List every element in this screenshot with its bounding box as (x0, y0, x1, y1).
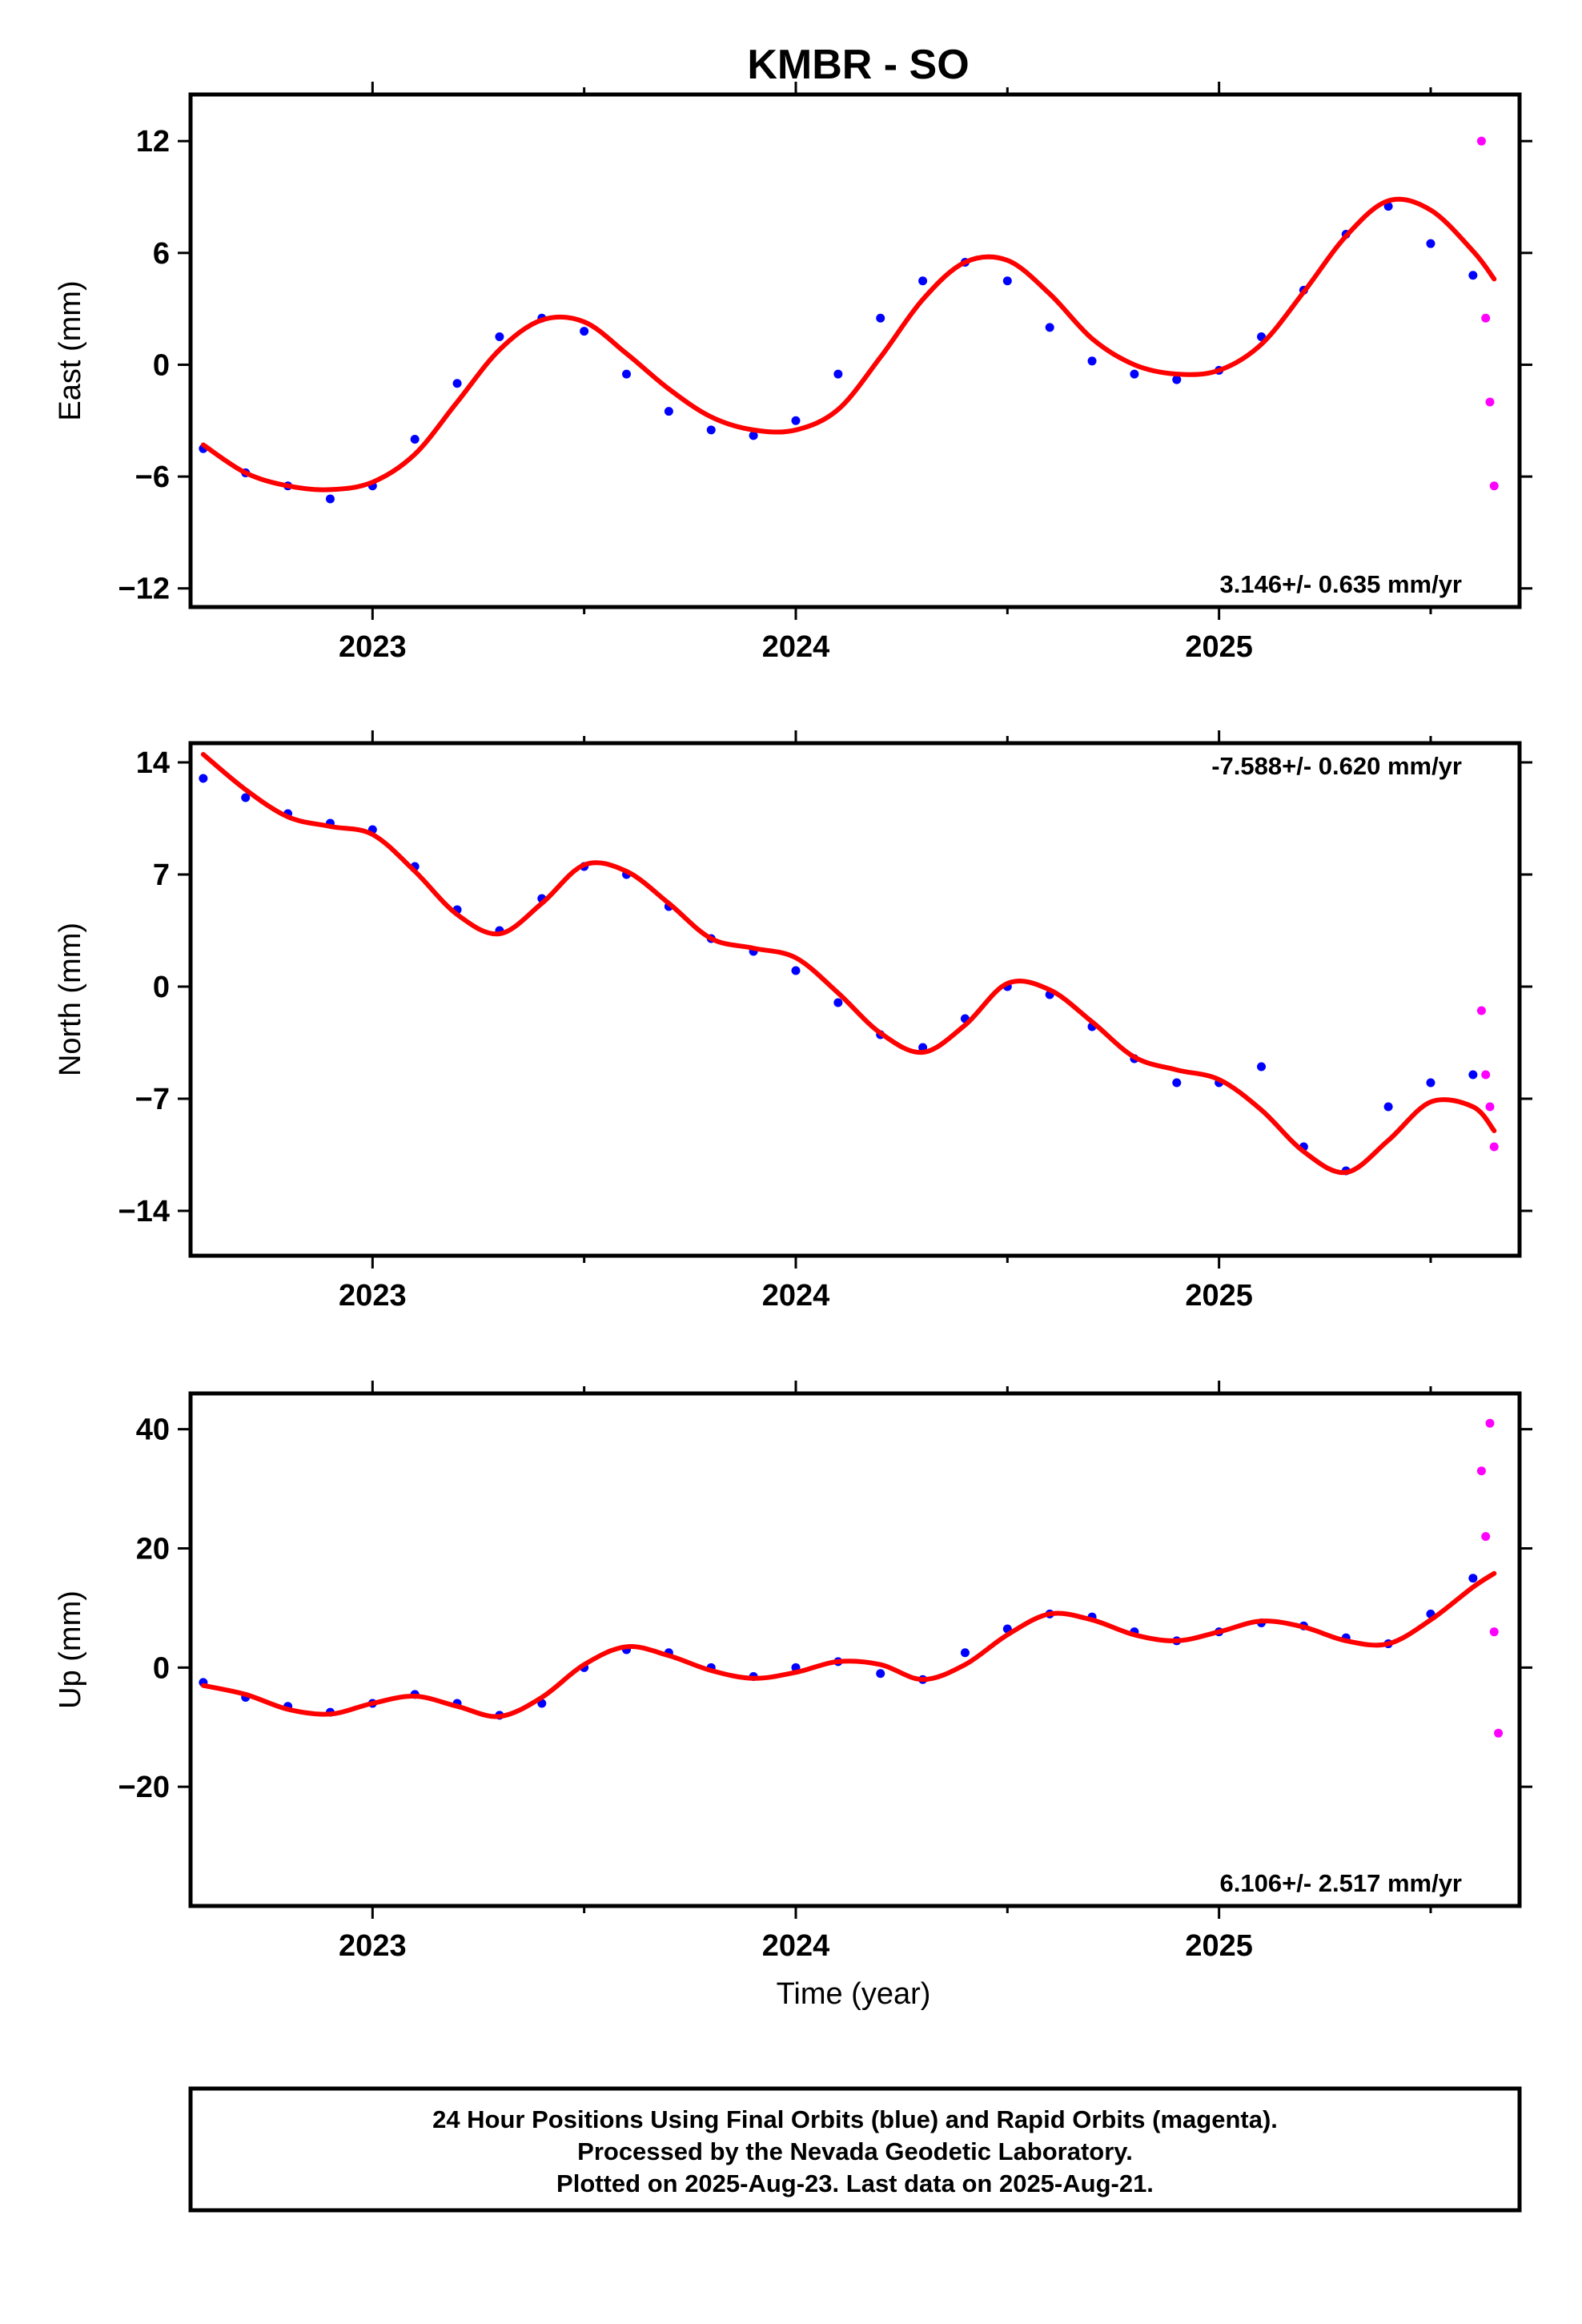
east-xtick-label: 2023 (339, 630, 407, 664)
east-plot-frame (188, 92, 1522, 609)
footer-line-1: 24 Hour Positions Using Final Orbits (bl… (432, 2105, 1278, 2133)
north-final-point (241, 793, 251, 802)
east-final-point (1172, 375, 1182, 384)
north-ylabel: North (mm) (54, 923, 87, 1076)
up-ytick-label: 0 (153, 1651, 170, 1685)
figure-title: KMBR - SO (747, 42, 969, 88)
east-ytick-label: 12 (136, 125, 170, 159)
up-fit-line (200, 1570, 1497, 1719)
east-final-point (1045, 323, 1054, 332)
east-final-point (325, 494, 335, 504)
north-final-point (1426, 1078, 1435, 1088)
north-final-point (1383, 1102, 1393, 1112)
north-rapid-point (1489, 1142, 1499, 1152)
north-plot-frame (188, 741, 1522, 1258)
north-ticks: 2023 2024 2025 −14 −7 0 7 14 (118, 730, 1532, 1313)
east-ylabel: East (mm) (54, 280, 87, 420)
east-ytick-label: 0 (153, 348, 170, 382)
up-panel: 2023 2024 2025 −20 0 20 40 Up (mm) 6.106+/- 2.… (54, 1381, 1532, 1963)
east-ytick-label: −6 (135, 460, 170, 494)
east-final-point (918, 276, 928, 286)
up-rapid-point (1481, 1532, 1491, 1542)
north-ytick-label: 14 (136, 746, 170, 780)
east-final-point (749, 431, 758, 440)
east-final-point (664, 407, 673, 416)
up-xtick-label: 2023 (339, 1929, 407, 1963)
north-xtick-label: 2024 (762, 1279, 830, 1313)
north-ytick-label: −14 (118, 1195, 170, 1228)
up-xtick-label: 2024 (762, 1929, 830, 1963)
east-rapid-point (1476, 136, 1486, 146)
east-final-point (833, 369, 843, 379)
east-final-point (1002, 276, 1012, 286)
north-xtick-label: 2023 (339, 1279, 407, 1313)
up-rapid-point (1494, 1728, 1504, 1738)
east-final-point (495, 332, 504, 342)
east-ytick-label: 6 (153, 237, 170, 271)
up-plot-frame (188, 1391, 1522, 1908)
east-fit-line (200, 196, 1497, 493)
north-rapid-point (1481, 1070, 1491, 1080)
up-rapid-point (1476, 1466, 1486, 1476)
east-ticks: 2023 2024 2025 −12 −6 0 6 12 (118, 82, 1532, 664)
east-ytick-label: −12 (118, 573, 170, 606)
east-final-point (791, 416, 801, 425)
up-rapid-point (1489, 1627, 1499, 1637)
east-final-point (706, 425, 716, 435)
east-rapid-point (1489, 481, 1499, 491)
north-ytick-label: 0 (153, 971, 170, 1004)
east-final-point (622, 369, 632, 379)
up-ytick-label: 20 (136, 1532, 170, 1566)
north-final-point (833, 998, 843, 1007)
up-xtick-label: 2025 (1185, 1929, 1253, 1963)
up-rapid-point (1485, 1418, 1495, 1428)
footer-line-3: Plotted on 2025-Aug-23. Last data on 202… (556, 2169, 1154, 2197)
north-final-point (791, 966, 801, 975)
east-rate-label: 3.146+/- 0.635 mm/yr (1220, 570, 1462, 598)
east-panel: 2023 2024 2025 −12 −6 0 6 12 East (mm) 3.146+/-… (54, 82, 1532, 664)
north-final-point (1468, 1070, 1478, 1080)
east-xtick-label: 2025 (1185, 630, 1253, 664)
up-final-point (960, 1648, 970, 1658)
north-rate-label: -7.588+/- 0.620 mm/yr (1211, 752, 1462, 780)
up-final-point (876, 1669, 885, 1679)
north-xtick-label: 2025 (1185, 1279, 1253, 1313)
up-final-point (1468, 1574, 1478, 1583)
up-ylabel: Up (mm) (54, 1590, 87, 1709)
north-ytick-label: −7 (135, 1083, 170, 1116)
north-final-point (1172, 1078, 1182, 1088)
north-final-point (199, 774, 208, 783)
east-rapid-point (1485, 397, 1495, 407)
up-rate-label: 6.106+/- 2.517 mm/yr (1220, 1869, 1462, 1897)
up-ytick-label: −20 (118, 1771, 170, 1804)
up-ticks: 2023 2024 2025 −20 0 20 40 (118, 1381, 1532, 1963)
footer-line-2: Processed by the Nevada Geodetic Laborat… (577, 2137, 1133, 2165)
up-ytick-label: 40 (136, 1413, 170, 1447)
east-final-point (1087, 356, 1097, 366)
up-marks (199, 1418, 1504, 1738)
north-panel: 2023 2024 2025 −14 −7 0 7 14 North (mm) -7.588+… (54, 730, 1532, 1313)
north-fit-line (200, 752, 1497, 1176)
north-marks (199, 752, 1499, 1176)
east-final-point (580, 327, 589, 336)
north-final-point (1257, 1062, 1267, 1072)
east-rapid-point (1481, 313, 1491, 323)
north-rapid-point (1476, 1006, 1486, 1015)
east-final-point (876, 313, 885, 323)
east-final-point (452, 379, 462, 388)
east-final-point (1130, 369, 1139, 379)
east-xtick-label: 2024 (762, 630, 830, 664)
east-final-point (410, 435, 420, 444)
east-marks (199, 136, 1499, 504)
north-rapid-point (1485, 1102, 1495, 1112)
east-final-point (1426, 239, 1435, 248)
footer-box (188, 2086, 1522, 2213)
x-axis-label: Time (year) (777, 1977, 931, 2011)
north-ytick-label: 7 (153, 858, 170, 892)
east-final-point (1468, 271, 1478, 280)
